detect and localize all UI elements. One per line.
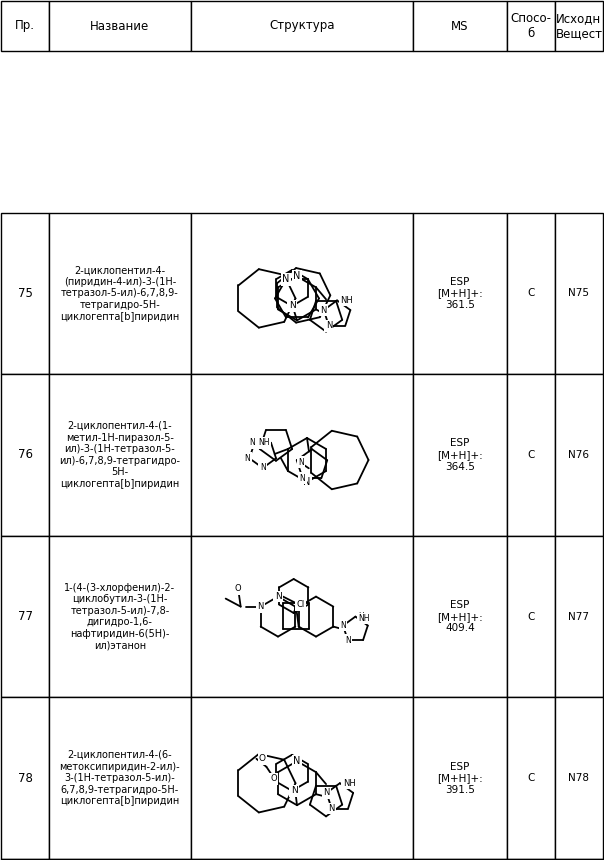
Text: 77: 77 <box>18 610 33 624</box>
Text: NH: NH <box>259 439 270 447</box>
Text: N: N <box>260 464 266 472</box>
Bar <box>49 859 191 860</box>
Bar <box>191 1 413 51</box>
Bar <box>49 374 191 536</box>
Text: N: N <box>329 804 335 813</box>
Text: O: O <box>270 774 277 783</box>
Text: N: N <box>291 786 297 796</box>
Text: NH: NH <box>340 296 353 305</box>
Text: N: N <box>323 789 330 797</box>
Text: N: N <box>345 636 351 645</box>
Bar <box>49 1 191 51</box>
Bar <box>1 859 49 860</box>
Text: 2-циклопентил-4-(1-
метил-1Н-пиразол-5-
ил)-3-(1Н-тетразол-5-
ил)-6,7,8,9-тетраг: 2-циклопентил-4-(1- метил-1Н-пиразол-5- … <box>59 421 181 489</box>
Bar <box>413 1 507 51</box>
Bar <box>191 697 413 859</box>
Bar <box>507 697 555 859</box>
Bar <box>49 697 191 859</box>
Text: Cl: Cl <box>297 600 305 610</box>
Text: Название: Название <box>90 20 150 33</box>
Text: O: O <box>234 584 241 593</box>
Text: Исходн
Вещест: Исходн Вещест <box>556 12 602 40</box>
Bar <box>507 1 555 51</box>
Text: Спосо-
б: Спосо- б <box>510 12 551 40</box>
Text: 2-циклопентил-4-(6-
метоксипиридин-2-ил)-
3-(1Н-тетразол-5-ил)-
6,7,8,9-тетрагид: 2-циклопентил-4-(6- метоксипиридин-2-ил)… <box>60 750 180 807</box>
Text: N: N <box>321 305 327 315</box>
Text: ESP
[M+H]+:
409.4: ESP [M+H]+: 409.4 <box>437 600 483 633</box>
Bar <box>49 536 191 697</box>
Text: NH: NH <box>343 778 356 788</box>
Bar <box>191 374 413 536</box>
Text: N75: N75 <box>568 288 590 298</box>
Text: N: N <box>249 439 255 447</box>
Text: N: N <box>303 477 310 487</box>
Text: N: N <box>289 302 295 310</box>
Text: N: N <box>294 756 301 766</box>
Text: NH: NH <box>358 614 370 624</box>
Text: Пр.: Пр. <box>15 20 35 33</box>
Bar <box>555 859 603 860</box>
Bar <box>1 697 49 859</box>
Bar <box>1 536 49 697</box>
Bar <box>413 859 507 860</box>
Text: N: N <box>275 592 281 601</box>
Bar <box>413 536 507 697</box>
Bar <box>191 859 413 860</box>
Bar <box>1 374 49 536</box>
Bar <box>555 1 603 51</box>
Text: 75: 75 <box>18 287 33 300</box>
Bar <box>555 697 603 859</box>
Text: N: N <box>294 272 301 281</box>
Bar <box>555 536 603 697</box>
Bar <box>413 212 507 374</box>
Text: C: C <box>527 450 535 460</box>
Bar <box>555 374 603 536</box>
Text: N76: N76 <box>568 450 590 460</box>
Bar <box>413 374 507 536</box>
Text: 76: 76 <box>18 449 33 462</box>
Text: 78: 78 <box>18 771 33 784</box>
Bar <box>555 212 603 374</box>
Bar <box>507 859 555 860</box>
Text: ESP
[M+H]+:
364.5: ESP [M+H]+: 364.5 <box>437 439 483 471</box>
Text: N: N <box>340 621 346 630</box>
Bar <box>507 536 555 697</box>
Text: N: N <box>257 602 264 611</box>
Text: 2-циклопентил-4-
(пиридин-4-ил)-3-(1Н-
тетразол-5-ил)-6,7,8,9-
тетрагидро-5Н-
ци: 2-циклопентил-4- (пиридин-4-ил)-3-(1Н- т… <box>60 265 179 322</box>
Bar <box>413 697 507 859</box>
Text: ESP
[M+H]+:
361.5: ESP [M+H]+: 361.5 <box>437 277 483 310</box>
Text: C: C <box>527 611 535 622</box>
Text: 1-(4-(3-хлорфенил)-2-
циклобутил-3-(1Н-
тетразол-5-ил)-7,8-
дигидро-1,6-
нафтири: 1-(4-(3-хлорфенил)-2- циклобутил-3-(1Н- … <box>65 582 175 651</box>
Bar <box>49 212 191 374</box>
Text: O: O <box>259 754 266 764</box>
Text: N: N <box>298 458 304 467</box>
Text: N77: N77 <box>568 611 590 622</box>
Bar <box>191 212 413 374</box>
Text: N: N <box>326 322 332 330</box>
Bar <box>507 212 555 374</box>
Text: C: C <box>527 773 535 783</box>
Bar <box>1 1 49 51</box>
Text: ESP
[M+H]+:
391.5: ESP [M+H]+: 391.5 <box>437 762 483 795</box>
Text: N: N <box>300 474 306 482</box>
Text: MS: MS <box>451 20 469 33</box>
Text: N: N <box>282 274 290 285</box>
Bar <box>191 536 413 697</box>
Bar <box>1 212 49 374</box>
Text: N78: N78 <box>568 773 590 783</box>
Text: N: N <box>245 454 250 463</box>
Text: Структура: Структура <box>269 20 335 33</box>
Text: C: C <box>527 288 535 298</box>
Bar <box>507 374 555 536</box>
Text: H: H <box>358 612 364 621</box>
